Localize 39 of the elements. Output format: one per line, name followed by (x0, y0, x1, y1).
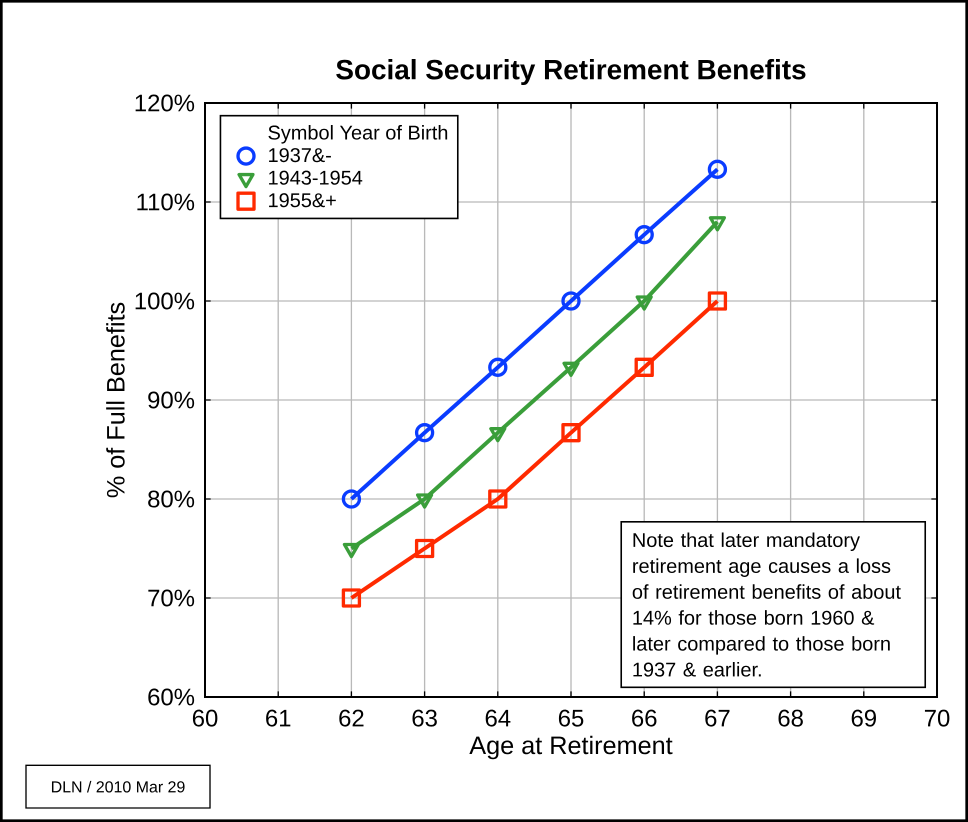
x-axis-title: Age at Retirement (469, 736, 672, 760)
x-tick-label: 70 (924, 710, 950, 727)
point (414, 423, 434, 442)
y-tick-label: 70% (148, 590, 194, 606)
point (342, 588, 362, 608)
point (561, 423, 581, 442)
annotation: Note that later mandatory retirement age causes a loss of retirement benefits of about 14% for those born 1960 & later compared to those born 1937 & earlier. (632, 532, 901, 677)
text: DLN / 2010 Mar 29 (52, 780, 185, 793)
x-tick-label: 68 (778, 710, 803, 727)
point (414, 538, 434, 558)
x-tick-label: 64 (486, 710, 510, 727)
y-tick-label: 110% (137, 194, 194, 210)
legend-label: 1955&+ (269, 193, 336, 208)
legend-label: 1937&- (269, 148, 331, 162)
point (488, 358, 508, 378)
y-tick-label: 80% (148, 490, 194, 508)
point (634, 358, 654, 378)
point (561, 291, 581, 311)
x-tick-label: 69 (852, 710, 876, 727)
point (708, 291, 728, 311)
y-axis-title: % of Full Benefits (106, 302, 125, 498)
x-tick-label: 62 (339, 710, 364, 727)
y-tick-label: 60% (148, 688, 194, 706)
x-tick-label: 65 (558, 710, 584, 727)
point (342, 489, 362, 509)
y-tick-label: 90% (148, 392, 194, 408)
legend-title: Symbol Year of Birth (268, 125, 448, 144)
point (634, 225, 654, 244)
point (488, 489, 508, 509)
point (708, 160, 728, 180)
x-tick-label: 60 (192, 710, 218, 727)
y-tick-label: 100% (136, 292, 194, 310)
y-tick-label: 120% (136, 94, 194, 112)
chart-title: Social Security Retirement Benefits (336, 59, 806, 86)
x-tick-label: 63 (412, 710, 437, 727)
x-tick-label: 67 (705, 710, 730, 727)
x-tick-label: 66 (632, 710, 656, 727)
x-tick-label: 61 (266, 710, 290, 727)
legend-label: 1943-1954 (269, 170, 362, 185)
